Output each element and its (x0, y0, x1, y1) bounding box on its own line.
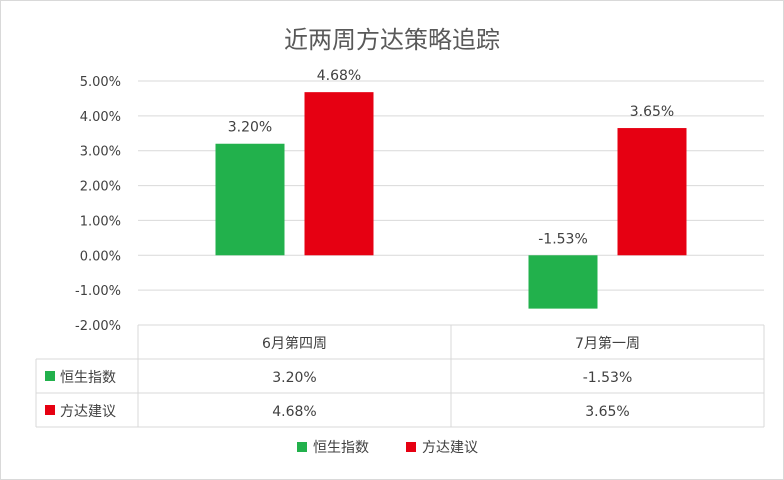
bars (215, 92, 687, 309)
data-labels: 3.20% 4.68% -1.53% 3.65% (228, 68, 674, 247)
y-tick-label: 1.00% (80, 214, 121, 229)
legend-swatch-1 (406, 442, 416, 452)
legend-label: 恒生指数 (313, 440, 369, 456)
legend: 恒生指数 方达建议 (297, 440, 478, 456)
y-tick-label: 4.00% (80, 110, 121, 125)
legend-swatch-0 (297, 442, 307, 452)
y-tick-labels: 5.00% 4.00% 3.00% 2.00% 1.00% 0.00% -1.00% -2.0… (75, 75, 121, 334)
table-series-name: 方达建议 (60, 404, 116, 420)
data-label: 3.65% (630, 104, 674, 120)
y-tick-label: -2.00% (75, 319, 121, 334)
y-tick-label: -1.00% (75, 284, 121, 299)
bar-hsi-1 (528, 255, 598, 309)
table-category-header: 7月第一周 (575, 335, 640, 352)
table-category-header: 6月第四周 (262, 335, 327, 352)
table-cell: 3.20% (272, 370, 316, 386)
table-cell: 4.68% (272, 404, 316, 420)
table-cell: 3.65% (585, 404, 629, 420)
bar-fangda-1 (617, 128, 687, 256)
table-cell: -1.53% (583, 370, 633, 386)
y-tick-label: 3.00% (80, 145, 121, 160)
chart-title: 近两周方达策略追踪 (284, 26, 500, 54)
table-series-name: 恒生指数 (60, 370, 116, 386)
y-tick-label: 0.00% (80, 249, 121, 264)
y-tick-label: 5.00% (80, 75, 121, 90)
legend-label: 方达建议 (422, 440, 478, 456)
data-label: 3.20% (228, 120, 272, 136)
y-tick-label: 2.00% (80, 180, 121, 195)
bar-hsi-0 (215, 143, 285, 256)
data-label: 4.68% (317, 68, 361, 84)
bar-fangda-0 (304, 92, 374, 256)
table-legend-key-1 (45, 405, 55, 415)
data-label: -1.53% (538, 231, 588, 247)
table-legend-key-0 (45, 371, 55, 381)
